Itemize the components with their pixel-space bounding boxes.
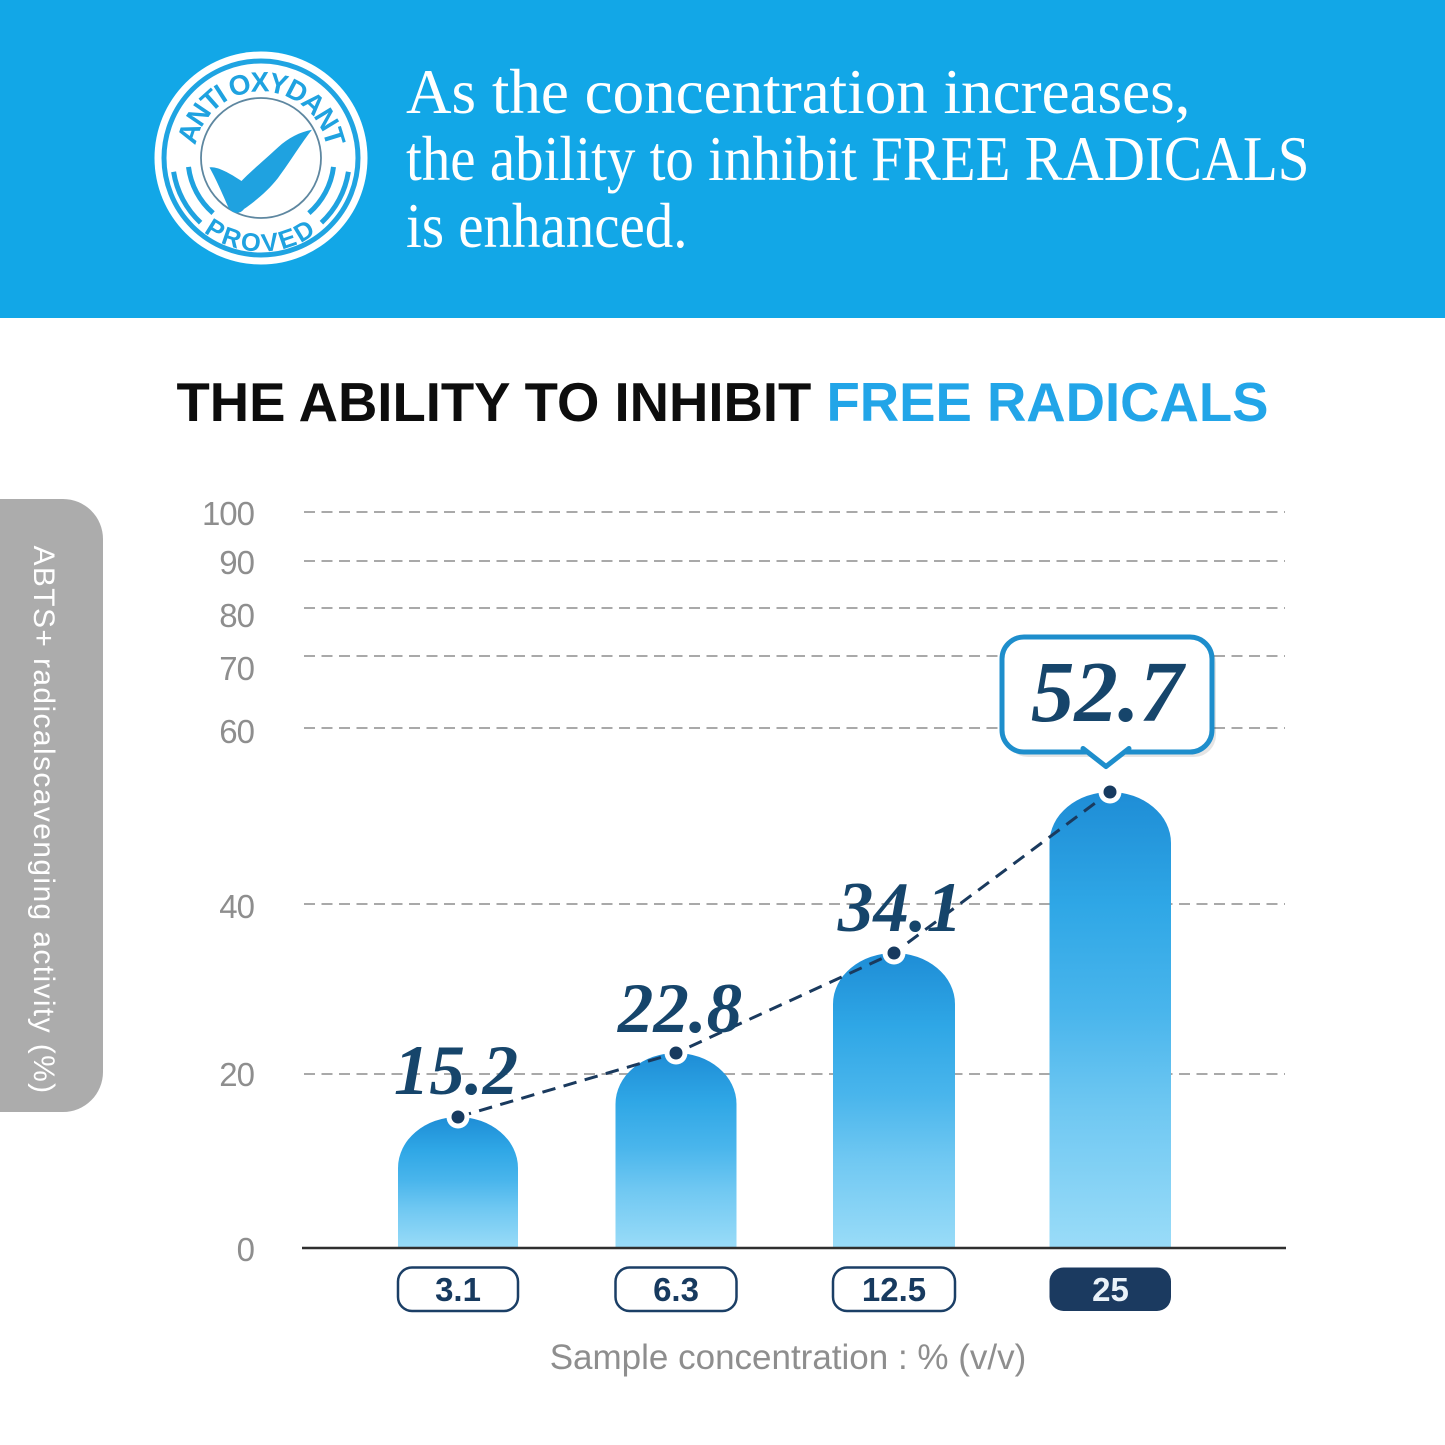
svg-text:34.1: 34.1 xyxy=(837,869,962,947)
svg-text:22.8: 22.8 xyxy=(617,970,742,1048)
svg-text:40: 40 xyxy=(219,888,254,925)
svg-text:0: 0 xyxy=(237,1231,255,1268)
svg-text:70: 70 xyxy=(219,650,254,687)
svg-text:12.5: 12.5 xyxy=(862,1271,926,1308)
svg-text:52.7: 52.7 xyxy=(1031,643,1187,740)
svg-text:80: 80 xyxy=(219,597,254,634)
svg-text:3.1: 3.1 xyxy=(435,1271,481,1308)
svg-text:60: 60 xyxy=(219,713,254,750)
svg-text:20: 20 xyxy=(219,1056,254,1093)
svg-text:ABTS+ radicalscavenging activi: ABTS+ radicalscavenging activity (%) xyxy=(27,545,60,1094)
svg-text:15.2: 15.2 xyxy=(394,1032,518,1110)
svg-text:100: 100 xyxy=(202,495,255,532)
svg-text:6.3: 6.3 xyxy=(653,1271,699,1308)
svg-text:25: 25 xyxy=(1092,1271,1129,1308)
svg-text:90: 90 xyxy=(219,544,254,581)
svg-text:Sample concentration : % (v/v): Sample concentration : % (v/v) xyxy=(550,1338,1027,1377)
